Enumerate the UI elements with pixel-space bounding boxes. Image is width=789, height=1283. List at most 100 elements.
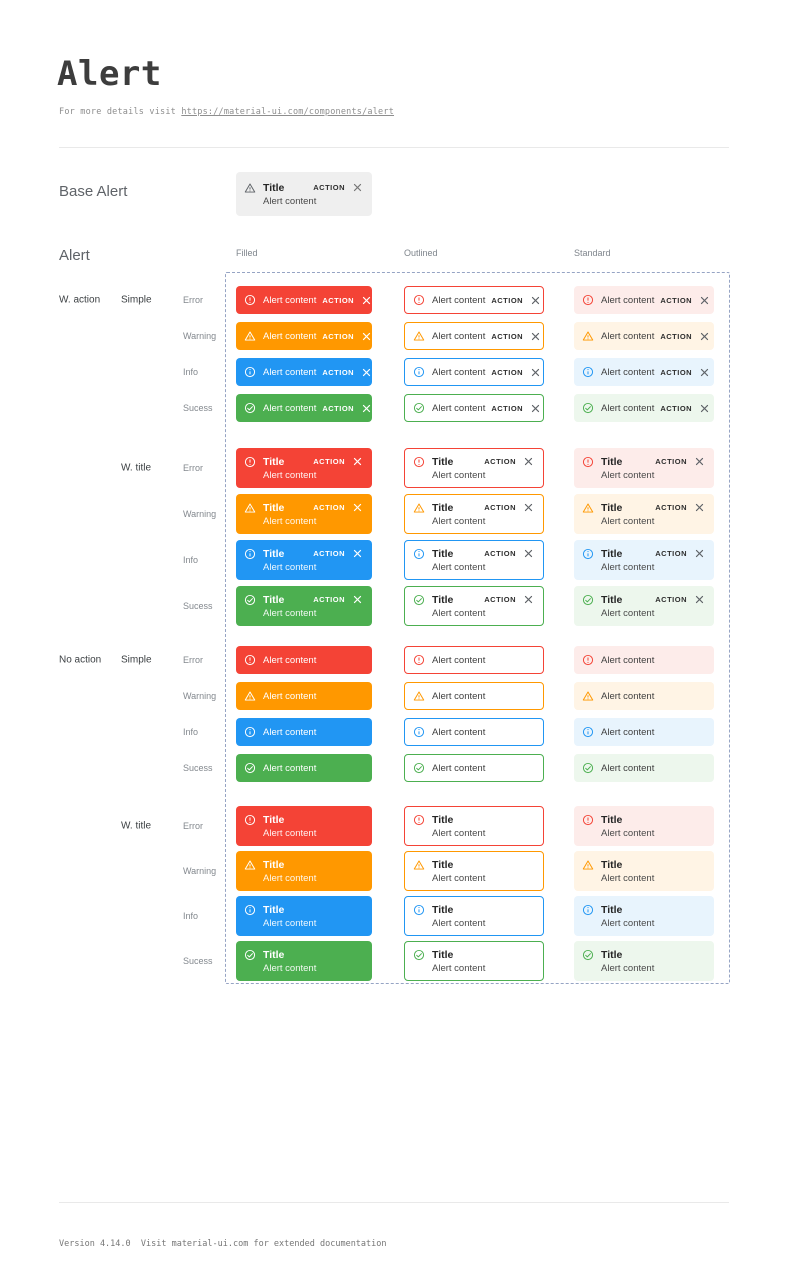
action-button[interactable]: ACTION [313,457,345,466]
action-button[interactable]: ACTION [322,403,355,413]
close-icon[interactable] [362,332,371,341]
action-button[interactable]: ACTION [491,403,524,413]
action-button[interactable]: ACTION [322,295,355,305]
alert-content: Alert content [432,917,486,929]
close-icon[interactable] [700,332,709,341]
info-icon [582,904,594,916]
alert-outlined-error-titled-action: Title ACTION Alert content [404,448,544,488]
alert-text: Alert content [432,762,486,774]
action-button[interactable]: ACTION [660,295,693,305]
action-button[interactable]: ACTION [491,367,524,377]
alert-text: Title [432,858,454,871]
page-title: Alert [57,54,162,94]
close-icon[interactable] [695,595,704,604]
alert-standard-success-titled: Title Alert content [574,941,714,981]
alert-text: Alert content [601,654,655,666]
info-icon [413,904,425,916]
success-icon [244,762,256,774]
action-button[interactable]: ACTION [655,457,687,466]
alert-content: Alert content [263,872,317,884]
action-button[interactable]: ACTION [491,295,524,305]
close-icon[interactable] [531,404,540,413]
severity-label-success: Sucess [183,601,213,611]
action-button[interactable]: ACTION [484,595,516,604]
warning-icon [413,502,425,514]
success-icon [582,949,594,961]
alert-outlined-info-titled: Title Alert content [404,896,544,936]
docs-link[interactable]: https://material-ui.com/components/alert [181,107,395,117]
close-icon[interactable] [531,332,540,341]
close-icon[interactable] [524,595,533,604]
alert-text: Title [432,813,454,826]
action-button[interactable]: ACTION [313,183,345,192]
close-icon[interactable] [531,296,540,305]
close-icon[interactable] [353,183,362,192]
alert-filled-success: Alert content [236,754,372,782]
close-icon[interactable] [524,549,533,558]
alert-text: Alert content [263,294,317,306]
alert-text: Alert content [263,726,317,738]
alert-text: Alert content [263,366,317,378]
action-button[interactable]: ACTION [484,549,516,558]
close-icon[interactable] [524,457,533,466]
action-button[interactable]: ACTION [655,503,687,512]
close-icon[interactable] [531,368,540,377]
action-button[interactable]: ACTION [313,595,345,604]
close-icon[interactable] [353,549,362,558]
close-icon[interactable] [362,404,371,413]
close-icon[interactable] [695,549,704,558]
alert-standard-success-action: Alert content ACTION [574,394,714,422]
action-button[interactable]: ACTION [660,331,693,341]
close-icon[interactable] [353,595,362,604]
alert-content: Alert content [601,561,655,573]
alert-outlined-success: Alert content [404,754,544,782]
column-header-outlined: Outlined [404,248,438,258]
alert-content: Alert content [601,872,655,884]
action-button[interactable]: ACTION [322,331,355,341]
close-icon[interactable] [353,503,362,512]
alert-text: Alert content [432,690,486,702]
close-icon[interactable] [524,503,533,512]
close-icon[interactable] [353,457,362,466]
warning-icon [582,330,594,342]
action-button[interactable]: ACTION [491,331,524,341]
alert-text: Alert content [263,762,317,774]
base-alert-title: Title [263,181,285,194]
close-icon[interactable] [695,457,704,466]
severity-label-warning: Warning [183,509,217,519]
close-icon[interactable] [362,296,371,305]
action-button[interactable]: ACTION [313,549,345,558]
alert-standard-error-action: Alert content ACTION [574,286,714,314]
action-button[interactable]: ACTION [655,549,687,558]
close-icon[interactable] [700,404,709,413]
alert-standard-success-titled-action: Title ACTION Alert content [574,586,714,626]
subtitle: For more details visit https://material-… [59,107,394,117]
alert-text: Title [601,593,623,606]
success-icon [582,594,594,606]
close-icon[interactable] [362,368,371,377]
severity-label-success: Sucess [183,403,213,413]
action-button[interactable]: ACTION [660,403,693,413]
action-button[interactable]: ACTION [484,457,516,466]
action-button[interactable]: ACTION [322,367,355,377]
warning-icon [244,690,256,702]
severity-label-warning: Warning [183,866,217,876]
alert-content: Alert content [263,515,317,527]
action-button[interactable]: ACTION [484,503,516,512]
action-button[interactable]: ACTION [313,503,345,512]
alert-text: Title [601,455,623,468]
close-icon[interactable] [695,503,704,512]
warning-icon [413,330,425,342]
action-button[interactable]: ACTION [655,595,687,604]
close-icon[interactable] [700,296,709,305]
severity-label-error: Error [183,463,203,473]
action-button[interactable]: ACTION [660,367,693,377]
alert-text: Title [432,547,454,560]
alert-standard-success: Alert content [574,754,714,782]
close-icon[interactable] [700,368,709,377]
alert-filled-success-titled: Title Alert content [236,941,372,981]
success-icon [244,594,256,606]
alert-grid-section-label: Alert [59,247,90,264]
alert-content: Alert content [432,515,486,527]
